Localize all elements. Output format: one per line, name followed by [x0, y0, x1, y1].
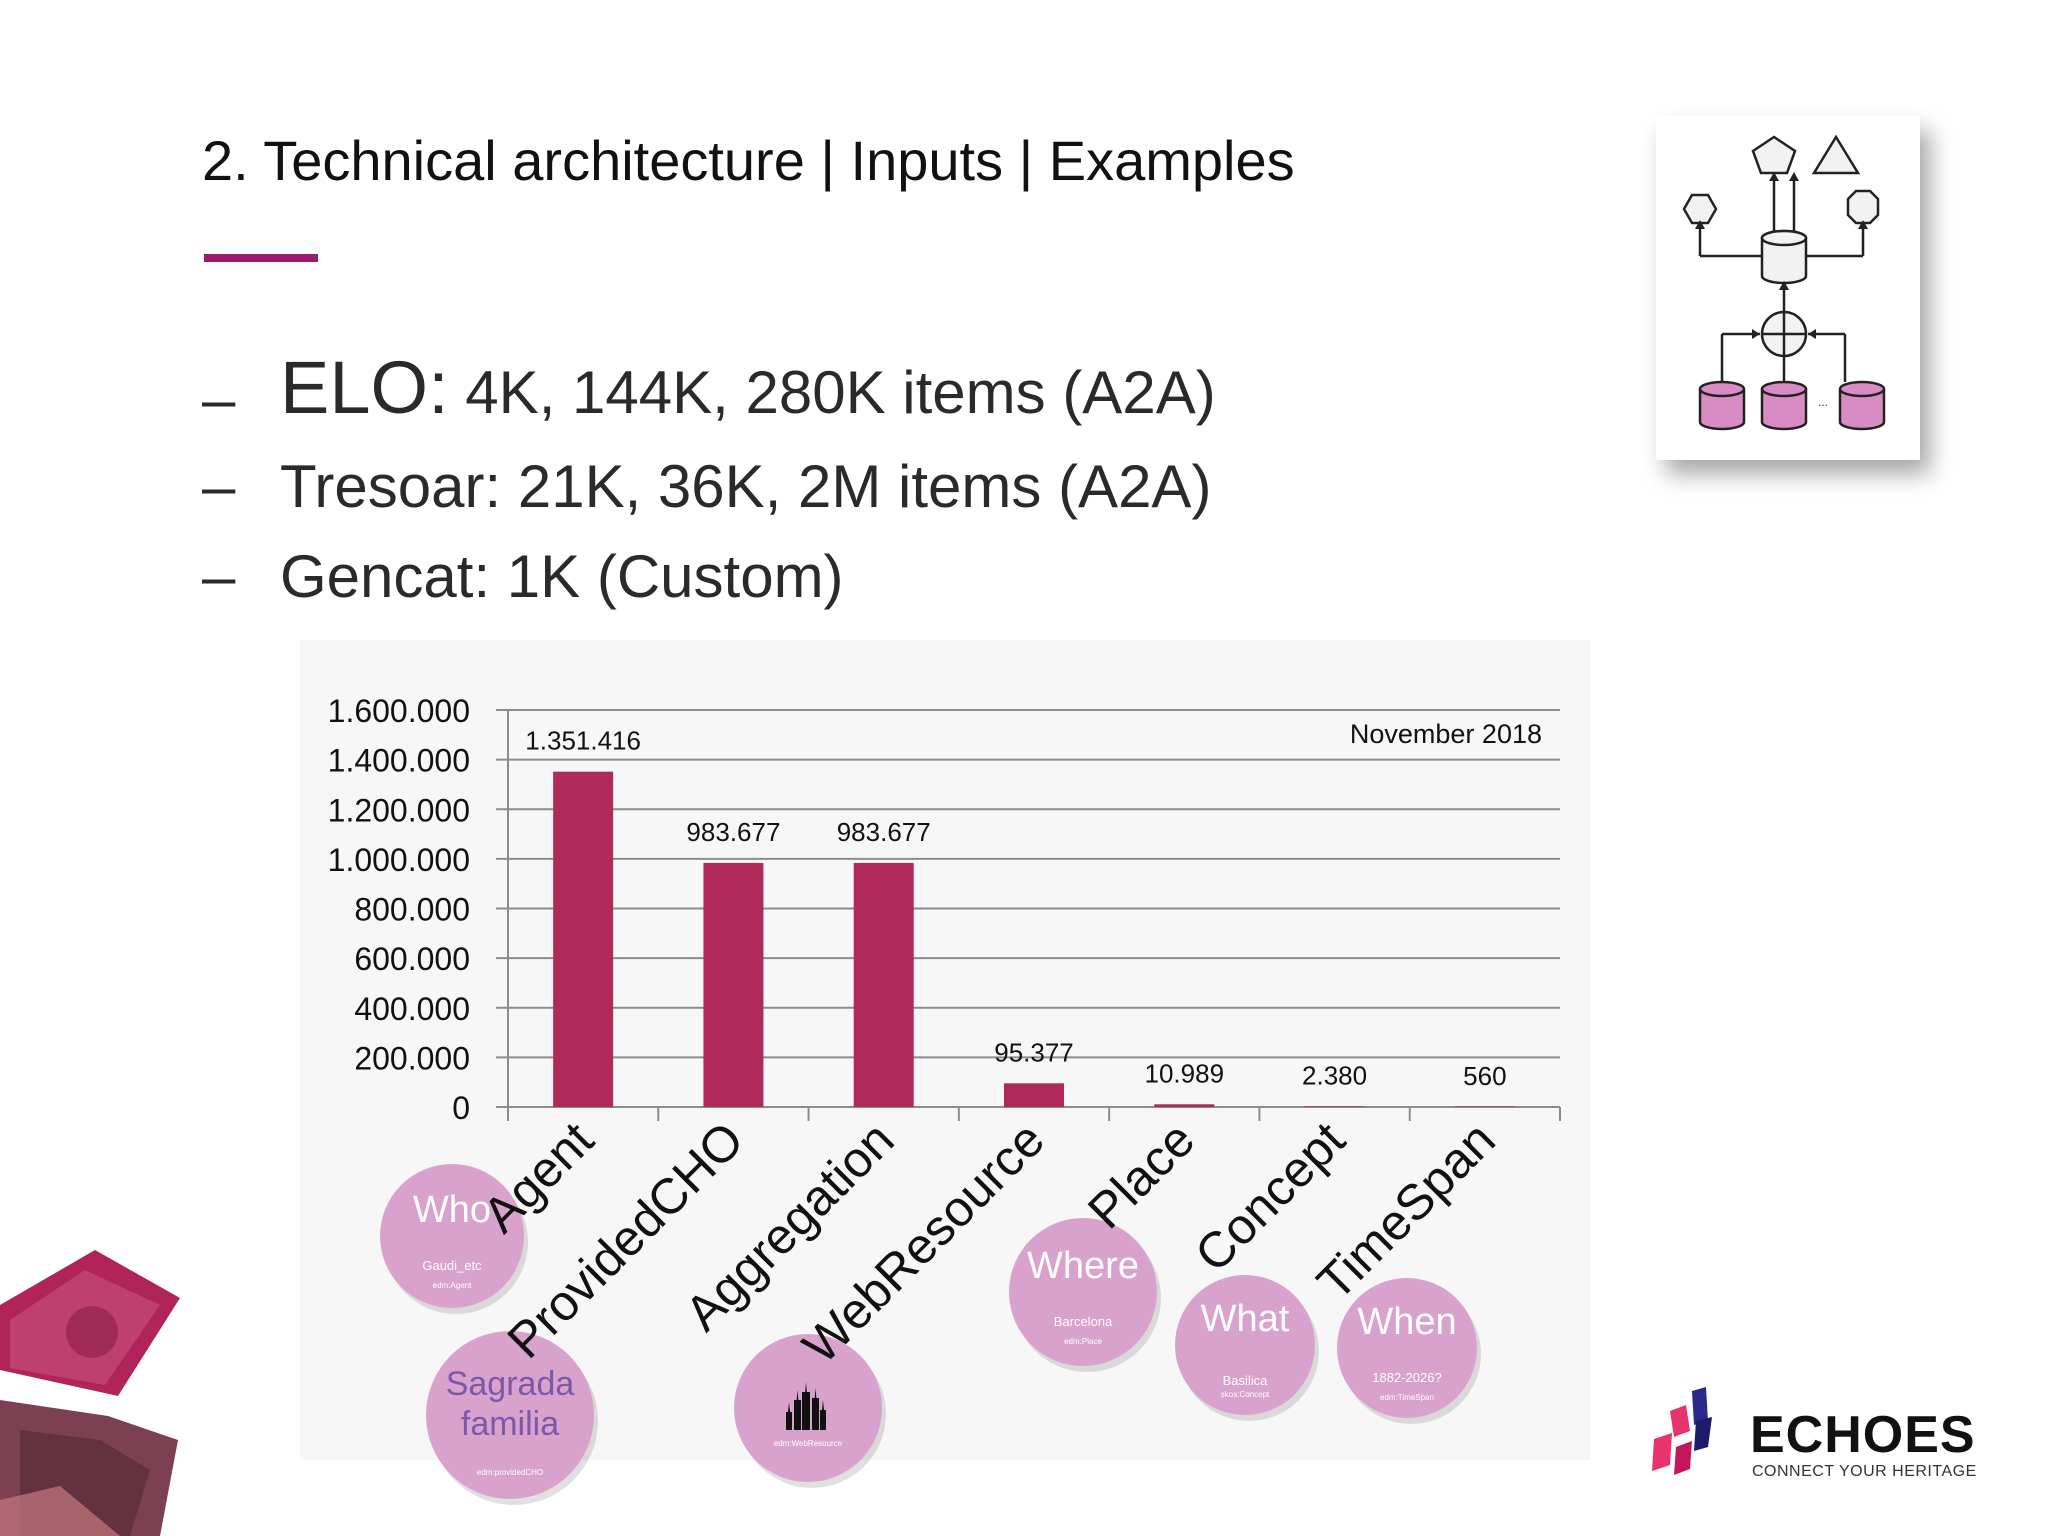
triangle-shape [1811, 134, 1861, 175]
source-db-3 [1838, 389, 1886, 431]
chart-annotation: November 2018 [1350, 719, 1542, 749]
bubble-title: familia [461, 1405, 559, 1443]
architecture-diagram-icon: ... [1682, 134, 1886, 431]
slide-title: 2. Technical architecture | Inputs | Exa… [202, 129, 1295, 192]
bubble-tag: edm:TimeSpan [1380, 1393, 1434, 1402]
pentagon-shape [1751, 135, 1797, 175]
concept-bubble [1175, 1275, 1315, 1415]
data-label: 1.351.416 [525, 726, 641, 756]
y-tick-label: 800.000 [354, 892, 470, 928]
decorative-photo-collage [0, 1250, 180, 1536]
y-tick-label: 200.000 [354, 1040, 470, 1076]
echoes-logo-icon [1652, 1387, 1712, 1475]
data-label: 10.989 [1145, 1058, 1225, 1088]
y-tick-label: 600.000 [354, 941, 470, 977]
data-label: 983.677 [686, 817, 780, 847]
architecture-diagram: ... [1656, 116, 1920, 460]
bubble-subtitle: Basilica [1223, 1373, 1269, 1388]
bubble-title: When [1357, 1301, 1456, 1343]
bar-providedcho [703, 862, 764, 1107]
concept-bubble [426, 1331, 594, 1499]
echoes-tagline: CONNECT YOUR HERITAGE [1752, 1463, 1977, 1480]
source-db-2 [1760, 389, 1808, 431]
bubble-tag: skos:Concept [1221, 1390, 1270, 1399]
echoes-logo-name: ECHOES [1750, 1406, 1976, 1464]
hexagon-shape [1682, 193, 1718, 225]
bubble-tag: edm:Agent [433, 1281, 472, 1290]
y-tick-label: 400.000 [354, 991, 470, 1027]
bar-aggregation [853, 862, 914, 1107]
cathedral-icon [786, 1382, 826, 1430]
data-label: 95.377 [994, 1037, 1074, 1067]
source-db-1 [1698, 389, 1746, 431]
data-label: 2.380 [1302, 1060, 1367, 1090]
bubble-tag: edm:providedCHO [477, 1468, 543, 1477]
title-accent-bar [204, 254, 318, 262]
octagon-shape [1846, 189, 1880, 225]
y-tick-label: 0 [452, 1090, 470, 1126]
y-tick-label: 1.400.000 [328, 743, 470, 779]
y-tick-label: 1.000.000 [328, 842, 470, 878]
echoes-logo: ECHOES CONNECT YOUR HERITAGE [1650, 1385, 1976, 1485]
bubble-subtitle: Barcelona [1054, 1314, 1113, 1329]
y-tick-label: 1.200.000 [328, 792, 470, 828]
bubble-subtitle: Gaudi_etc [422, 1258, 482, 1273]
bubble-title: What [1201, 1298, 1290, 1340]
data-label: 983.677 [837, 817, 931, 847]
bullet-text-tresoar: Tresoar: 21K, 36K, 2M items (A2A) [280, 453, 1212, 520]
chart-grid [496, 709, 1561, 1121]
bubble-title: Sagrada [446, 1365, 575, 1403]
concept-bubble [1337, 1278, 1477, 1418]
bar-timespan [1454, 1106, 1515, 1107]
category-label: Place [1077, 1111, 1205, 1239]
bubble-title: Where [1027, 1245, 1139, 1287]
ellipsis-label: ... [1818, 395, 1828, 409]
y-tick-label: 1.600.000 [328, 693, 470, 729]
data-label: 560 [1463, 1061, 1506, 1091]
bubble-tag: edm:Place [1064, 1337, 1102, 1346]
bubble-tag: edm:WebResource [774, 1439, 843, 1448]
bar-webresource [1004, 1083, 1064, 1107]
bullet-text-gencat: Gencat: 1K (Custom) [280, 543, 844, 610]
bar-agent [553, 771, 614, 1107]
concept-bubble [1009, 1218, 1157, 1366]
bullet-dash: – [202, 453, 236, 520]
bubble-subtitle: 1882-2026? [1372, 1370, 1441, 1385]
chart-bars [553, 771, 1515, 1107]
bullet-label-elo: ELO: [280, 346, 449, 429]
bubble-title: Who [413, 1189, 491, 1231]
bullet-dash: – [202, 543, 236, 610]
bullet-text: ELO: 4K, 144K, 280K items (A2A) [280, 345, 1216, 430]
bullet-dash: – [202, 366, 236, 433]
concept-bubble [380, 1164, 524, 1308]
bullet-value-elo: 4K, 144K, 280K items (A2A) [448, 359, 1216, 426]
bar-place [1154, 1104, 1215, 1107]
bar-concept [1304, 1106, 1365, 1107]
